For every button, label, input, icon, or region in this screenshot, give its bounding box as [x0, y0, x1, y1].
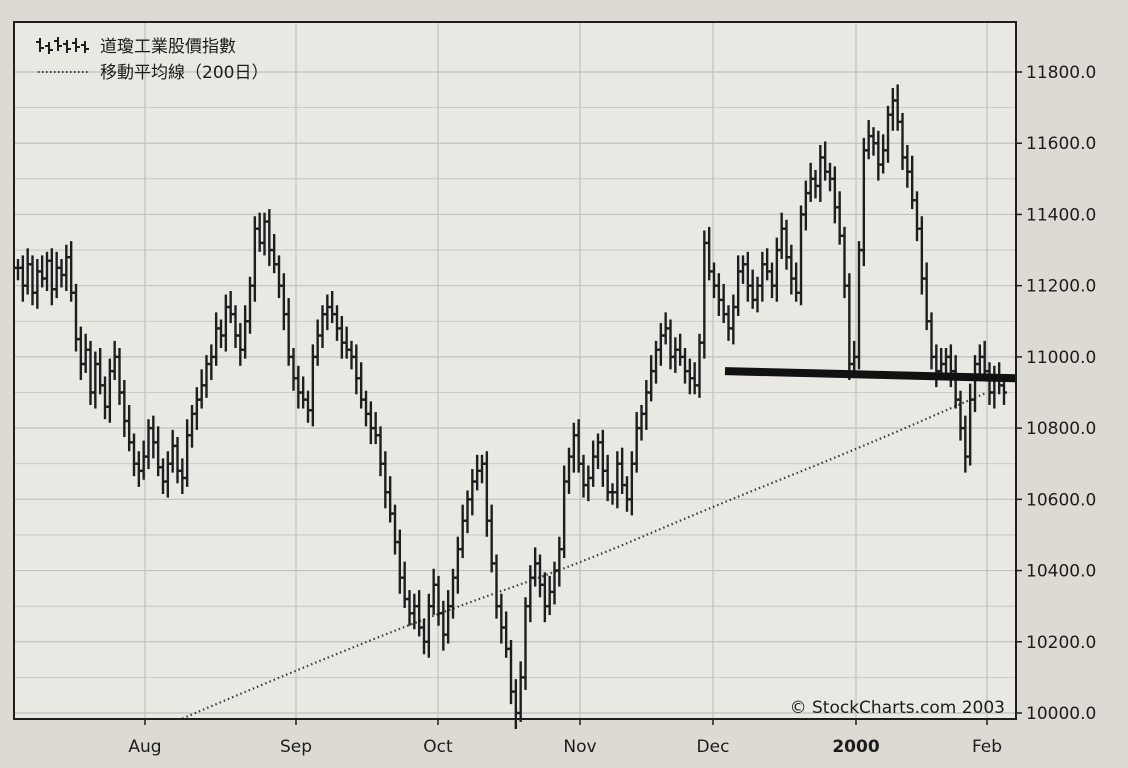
- support-line-layer: [724, 367, 1017, 383]
- y-tick-label: 10600.0: [1026, 490, 1096, 510]
- y-tick-label: 10200.0: [1026, 633, 1096, 653]
- y-tick-label: 11600.0: [1026, 134, 1096, 154]
- x-tick-label: 2000: [832, 737, 879, 757]
- x-tick-label: Aug: [128, 737, 161, 757]
- x-tick-label: Dec: [697, 737, 730, 757]
- y-tick-label: 11800.0: [1026, 63, 1096, 83]
- x-tick-label: Feb: [972, 737, 1002, 757]
- y-tick-label: 11200.0: [1026, 277, 1096, 297]
- support-line: [724, 367, 1017, 383]
- plot-frame: [13, 21, 1017, 720]
- x-tick-label: Sep: [280, 737, 312, 757]
- credit-text: © StockCharts.com 2003: [790, 698, 1005, 718]
- y-tick-label: 10800.0: [1026, 419, 1096, 439]
- moving-average-line: [178, 391, 988, 719]
- y-tick-label: 11400.0: [1026, 205, 1096, 225]
- plot-background: [14, 22, 1016, 719]
- legend: 道瓊工業股價指數 移動平均線（200日）: [36, 37, 268, 83]
- y-tick-label: 10000.0: [1026, 704, 1096, 724]
- x-axis: Aug Sep Oct Nov Dec 2000 Feb: [128, 719, 1002, 757]
- price-bars-layer: [15, 84, 1007, 730]
- y-tick-label: 10400.0: [1026, 562, 1096, 582]
- x-tick-label: Oct: [423, 737, 453, 757]
- legend-label-ma: 移動平均線（200日）: [100, 63, 268, 83]
- y-axis: 10000.0 10200.0 10400.0 10600.0 10800.0 11000…: [1016, 63, 1096, 724]
- ohlc-bars-icon: [36, 37, 89, 54]
- y-tick-label: 11000.0: [1026, 348, 1096, 368]
- moving-average-layer: [178, 391, 988, 719]
- legend-label-dji: 道瓊工業股價指數: [100, 37, 236, 57]
- x-tick-label: Nov: [563, 737, 596, 757]
